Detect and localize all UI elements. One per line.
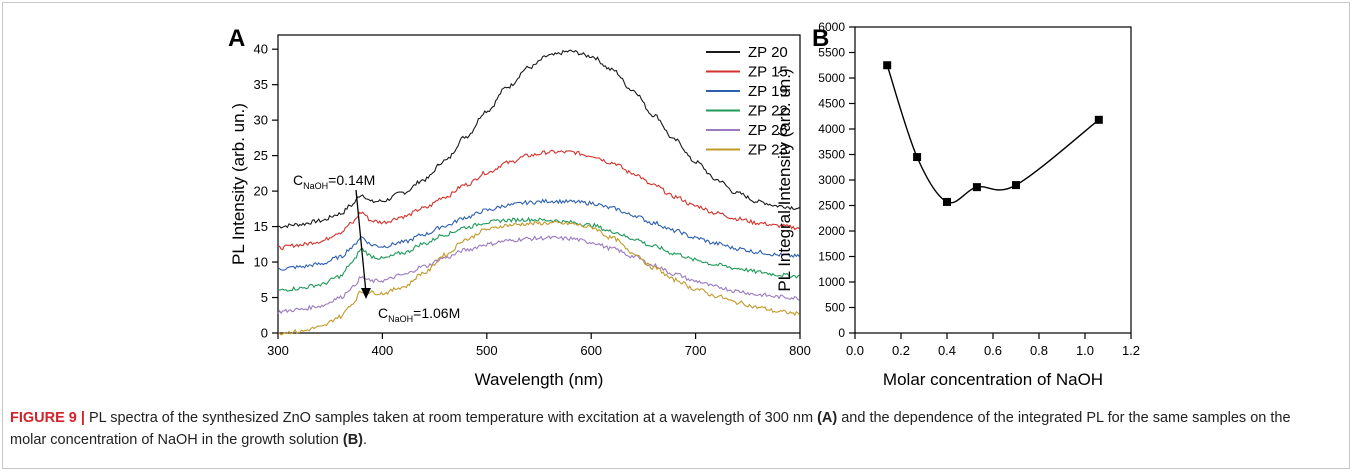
y-tick-label-a: 25 [254,148,268,163]
x-tick-label-b: 1.2 [1122,343,1140,358]
x-tick-label-a: 300 [267,343,289,358]
caption-tag-a: (A) [817,410,838,426]
data-point [1094,115,1103,124]
y-tick-label-a: 40 [254,42,268,57]
y-tick-label-b: 1000 [818,275,845,289]
y-tick-label-b: 5500 [818,46,845,60]
x-tick-label-b: 1.0 [1076,343,1094,358]
y-tick-label-a: 20 [254,184,268,199]
legend-label: ZP 20 [748,44,788,61]
series-line-zp-22 [277,216,800,292]
legend-label: ZP 26 [748,122,788,139]
panel-label-b: B [812,25,829,52]
x-tick-label-a: 400 [372,343,394,358]
fit-curve [886,65,1100,204]
series-line-zp-20 [277,49,800,229]
plot-frame-a [277,34,801,334]
y-tick-label-a: 5 [261,290,268,305]
data-point [883,61,892,70]
legend-a: ZP 20 ZP 15 ZP 19 ZP 22 ZP 26 ZP 23 [706,44,788,159]
y-tick-label-b: 6000 [818,20,845,34]
x-tick-label-a: 600 [580,343,602,358]
y-axis-label-a: PL Intensity (arb. un.) [229,103,248,265]
y-tick-label-b: 3500 [818,148,845,162]
y-tick-label-a: 15 [254,219,268,234]
x-tick-label-b: 0.2 [892,343,910,358]
series-line-zp-26 [277,235,800,315]
x-tick-label-a: 700 [685,343,707,358]
y-tick-label-b: 4500 [818,97,845,111]
panel-a: A 300 400 500 600 700 800 0 5 10 15 20 25 30 35 40 ZP … [228,25,811,389]
caption-text-2: and the dependence of the integrated PL … [10,410,1291,448]
y-tick-label-a: 35 [254,77,268,92]
y-tick-label-a: 0 [261,326,268,341]
annotation-arrowhead [361,288,371,299]
y-tick-label-b: 2500 [818,199,845,213]
legend-label: ZP 15 [748,64,788,81]
y-tick-label-a: 10 [254,255,268,270]
series-line-zp-15 [277,149,800,251]
annotation-top: CNaOH=0.14M [293,172,375,191]
series-line-zp-19 [277,198,800,271]
panel-b: B 0.0 0.2 0.4 0.6 0.8 1.0 1.2 0 500 1000 1500 2000 2… [775,20,1140,389]
plot-frame-b [854,26,1132,334]
x-axis-label-b: Molar concentration of NaOH [883,370,1103,389]
data-point [943,197,951,206]
legend-label: ZP 23 [748,142,788,159]
caption-text-1: PL spectra of the synthesized ZnO sample… [84,410,818,426]
legend-label: ZP 19 [748,83,788,100]
x-tick-label-b: 0.0 [846,343,864,358]
legend-label: ZP 22 [748,103,788,120]
y-tick-label-b: 500 [825,301,845,315]
y-tick-label-b: 2000 [818,224,845,238]
data-point [913,153,922,162]
y-axis-label-b: PL Integral Intensity (arb. un.) [775,68,794,291]
caption-tag-b: (B) [342,432,364,448]
caption-text-3: . [363,432,368,448]
annotation-arrow [355,189,367,294]
x-tick-label-b: 0.8 [1030,343,1048,358]
y-tick-label-b: 3000 [818,173,845,187]
figure-charts: A 300 400 500 600 700 800 0 5 10 15 20 25 30 35 40 ZP … [228,20,1140,389]
x-tick-label-b: 0.4 [938,343,956,358]
y-tick-label-b: 4000 [818,122,845,136]
panel-label-a: A [228,25,245,52]
caption-label: FIGURE 9 | [10,410,85,426]
x-tick-label-a: 500 [476,343,498,358]
figure-caption: FIGURE 9 | PL spectra of the synthesized… [10,407,1330,451]
data-point [1012,181,1020,190]
y-tick-label-a: 30 [254,113,268,128]
y-tick-label-b: 1500 [818,250,845,264]
data-point [972,183,981,192]
annotation-bottom: CNaOH=1.06M [378,305,460,324]
y-tick-label-b: 0 [838,326,845,340]
x-axis-label-a: Wavelength (nm) [475,370,604,389]
y-tick-label-b: 5000 [818,71,845,85]
x-tick-label-a: 800 [789,343,811,358]
x-tick-label-b: 0.6 [984,343,1002,358]
